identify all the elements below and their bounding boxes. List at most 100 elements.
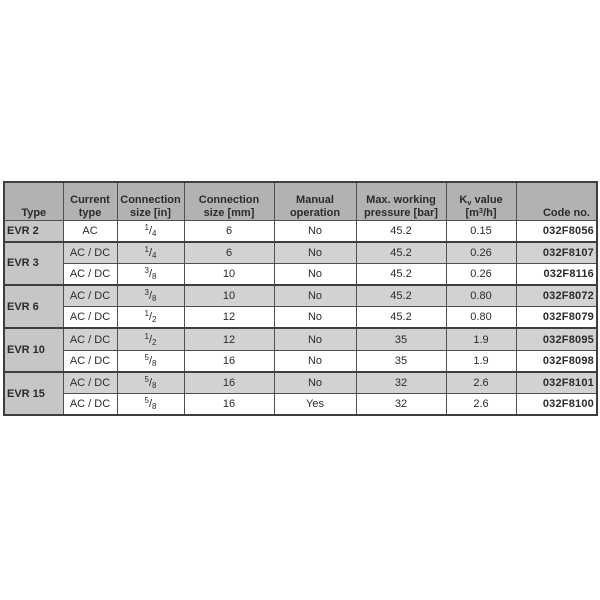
type-cell: EVR 15 [3,370,64,416]
kv-value-cell: 0.26 [445,262,517,286]
fraction-numerator: 1 [144,331,149,341]
connection-size-in-cell: 3/8 [116,284,185,308]
table-row-evr10-half: EVR 10 AC / DC 1/2 12 No 35 1.9 032F8095 [3,327,598,373]
fraction-denominator: 2 [152,315,157,325]
kv-value-cell: 0.80 [445,306,517,329]
connection-size-mm-cell: 10 [183,284,275,308]
code-no-cell: 032F8056 [515,219,598,243]
connection-size-in-cell: 1/2 [116,306,185,329]
max-pressure-cell: 45.2 [355,219,447,243]
table-row-evr15-yes: AC / DC 5/8 16 Yes 32 2.6 032F8100 [4,393,598,416]
kv-value-cell: 2.6 [445,393,517,416]
kv-value-cell: 0.80 [445,284,517,308]
column-header-current-type: Current type [62,181,118,221]
column-header-max-working-pressure: Max. working pressure [bar] [355,181,447,221]
table-row-evr3-quarter: EVR 3 AC / DC 1/4 6 No 45.2 0.26 032F810… [3,240,598,286]
fraction-numerator: 5 [144,374,149,384]
connection-size-mm-cell: 16 [183,349,275,373]
code-no-cell: 032F8107 [515,240,598,264]
connection-size-mm-cell: 6 [183,240,275,264]
fraction-denominator: 8 [152,380,157,390]
column-header-connection-size-mm: Connection size [mm] [183,181,275,221]
connection-size-in-cell: 1/4 [116,219,185,243]
current-type-cell: AC / DC [62,393,118,416]
fraction-denominator: 2 [152,337,157,347]
connection-size-mm-cell: 6 [183,219,275,243]
manual-operation-cell: No [273,370,357,394]
current-type-cell: AC [62,219,118,243]
manual-operation-cell: No [273,219,357,243]
code-no-cell: 032F8116 [515,262,598,286]
current-type-cell: AC / DC [62,240,118,264]
fraction-denominator: 8 [152,358,157,368]
fraction-slash: / [148,246,153,259]
connection-size-in-cell: 5/8 [116,370,185,394]
fraction-slash: / [148,354,153,367]
fraction-denominator: 8 [152,271,157,281]
max-pressure-cell: 32 [355,393,447,416]
type-cell: EVR 10 [3,327,64,373]
code-no-cell: 032F8079 [515,306,598,329]
manual-operation-cell: Yes [273,393,357,416]
fraction-numerator: 1 [144,244,149,254]
fraction-slash: / [148,333,153,346]
kv-value-cell: 2.6 [445,370,517,394]
code-no-cell: 032F8072 [515,284,598,308]
kv-value-cell: 1.9 [445,349,517,373]
connection-size-mm-cell: 12 [183,306,275,329]
fraction-slash: / [148,267,153,280]
fraction-slash: / [148,290,153,303]
column-header-kv-value: Kv value [m3/h] [445,181,517,221]
type-cell: EVR 6 [3,284,64,329]
current-type-cell: AC / DC [62,284,118,308]
manual-operation-cell: No [273,240,357,264]
fraction-slash: / [148,398,153,411]
manual-operation-cell: No [273,262,357,286]
fraction-numerator: 5 [144,396,149,406]
table-row-evr15-no: EVR 15 AC / DC 5/8 16 No 32 2.6 032F8101 [3,370,598,416]
max-pressure-cell: 45.2 [355,240,447,264]
connection-size-in-cell: 1/2 [116,327,185,351]
column-header-type: Type [3,181,64,221]
code-no-cell: 032F8101 [515,370,598,394]
kv-value-cell: 0.26 [445,240,517,264]
table-row-evr6-half: AC / DC 1/2 12 No 45.2 0.80 032F8079 [4,306,598,329]
type-cell: EVR 2 [3,219,64,243]
connection-size-mm-cell: 16 [183,393,275,416]
connection-size-in-cell: 5/8 [116,393,185,416]
connection-size-in-cell: 5/8 [116,349,185,373]
manual-operation-cell: No [273,284,357,308]
current-type-cell: AC / DC [62,349,118,373]
max-pressure-cell: 45.2 [355,262,447,286]
table-row-evr3-threeeighths: AC / DC 3/8 10 No 45.2 0.26 032F8116 [4,262,598,286]
column-header-connection-size-in: Connection size [in] [116,181,185,221]
current-type-cell: AC / DC [62,262,118,286]
connection-size-mm-cell: 16 [183,370,275,394]
code-no-cell: 032F8100 [515,393,598,416]
fraction-numerator: 3 [144,288,149,298]
max-pressure-cell: 35 [355,349,447,373]
manual-operation-cell: No [273,349,357,373]
current-type-cell: AC / DC [62,370,118,394]
fraction-numerator: 1 [144,309,149,319]
type-cell: EVR 3 [3,240,64,286]
max-pressure-cell: 45.2 [355,284,447,308]
max-pressure-cell: 32 [355,370,447,394]
manual-operation-cell: No [273,327,357,351]
fraction-numerator: 5 [144,352,149,362]
table-row-evr10-fiveeighths: AC / DC 5/8 16 No 35 1.9 032F8098 [4,349,598,373]
fraction-numerator: 3 [144,265,149,275]
connection-size-mm-cell: 10 [183,262,275,286]
valve-spec-table: Type Current type Connection size [in] Con… [3,181,598,417]
fraction-slash: / [148,376,153,389]
connection-size-mm-cell: 12 [183,327,275,351]
table-row-evr6-threeeighths: EVR 6 AC / DC 3/8 10 No 45.2 0.80 032F80… [3,284,598,329]
column-header-code-no: Code no. [515,181,598,221]
max-pressure-cell: 45.2 [355,306,447,329]
code-no-cell: 032F8098 [515,349,598,373]
fraction-denominator: 8 [152,294,157,304]
fraction-denominator: 4 [152,228,157,238]
table-row-evr2-ac: EVR 2 AC 1/4 6 No 45.2 0.15 032F8056 [3,219,598,243]
current-type-cell: AC / DC [62,327,118,351]
header-row: Type Current type Connection size [in] Con… [3,181,598,221]
